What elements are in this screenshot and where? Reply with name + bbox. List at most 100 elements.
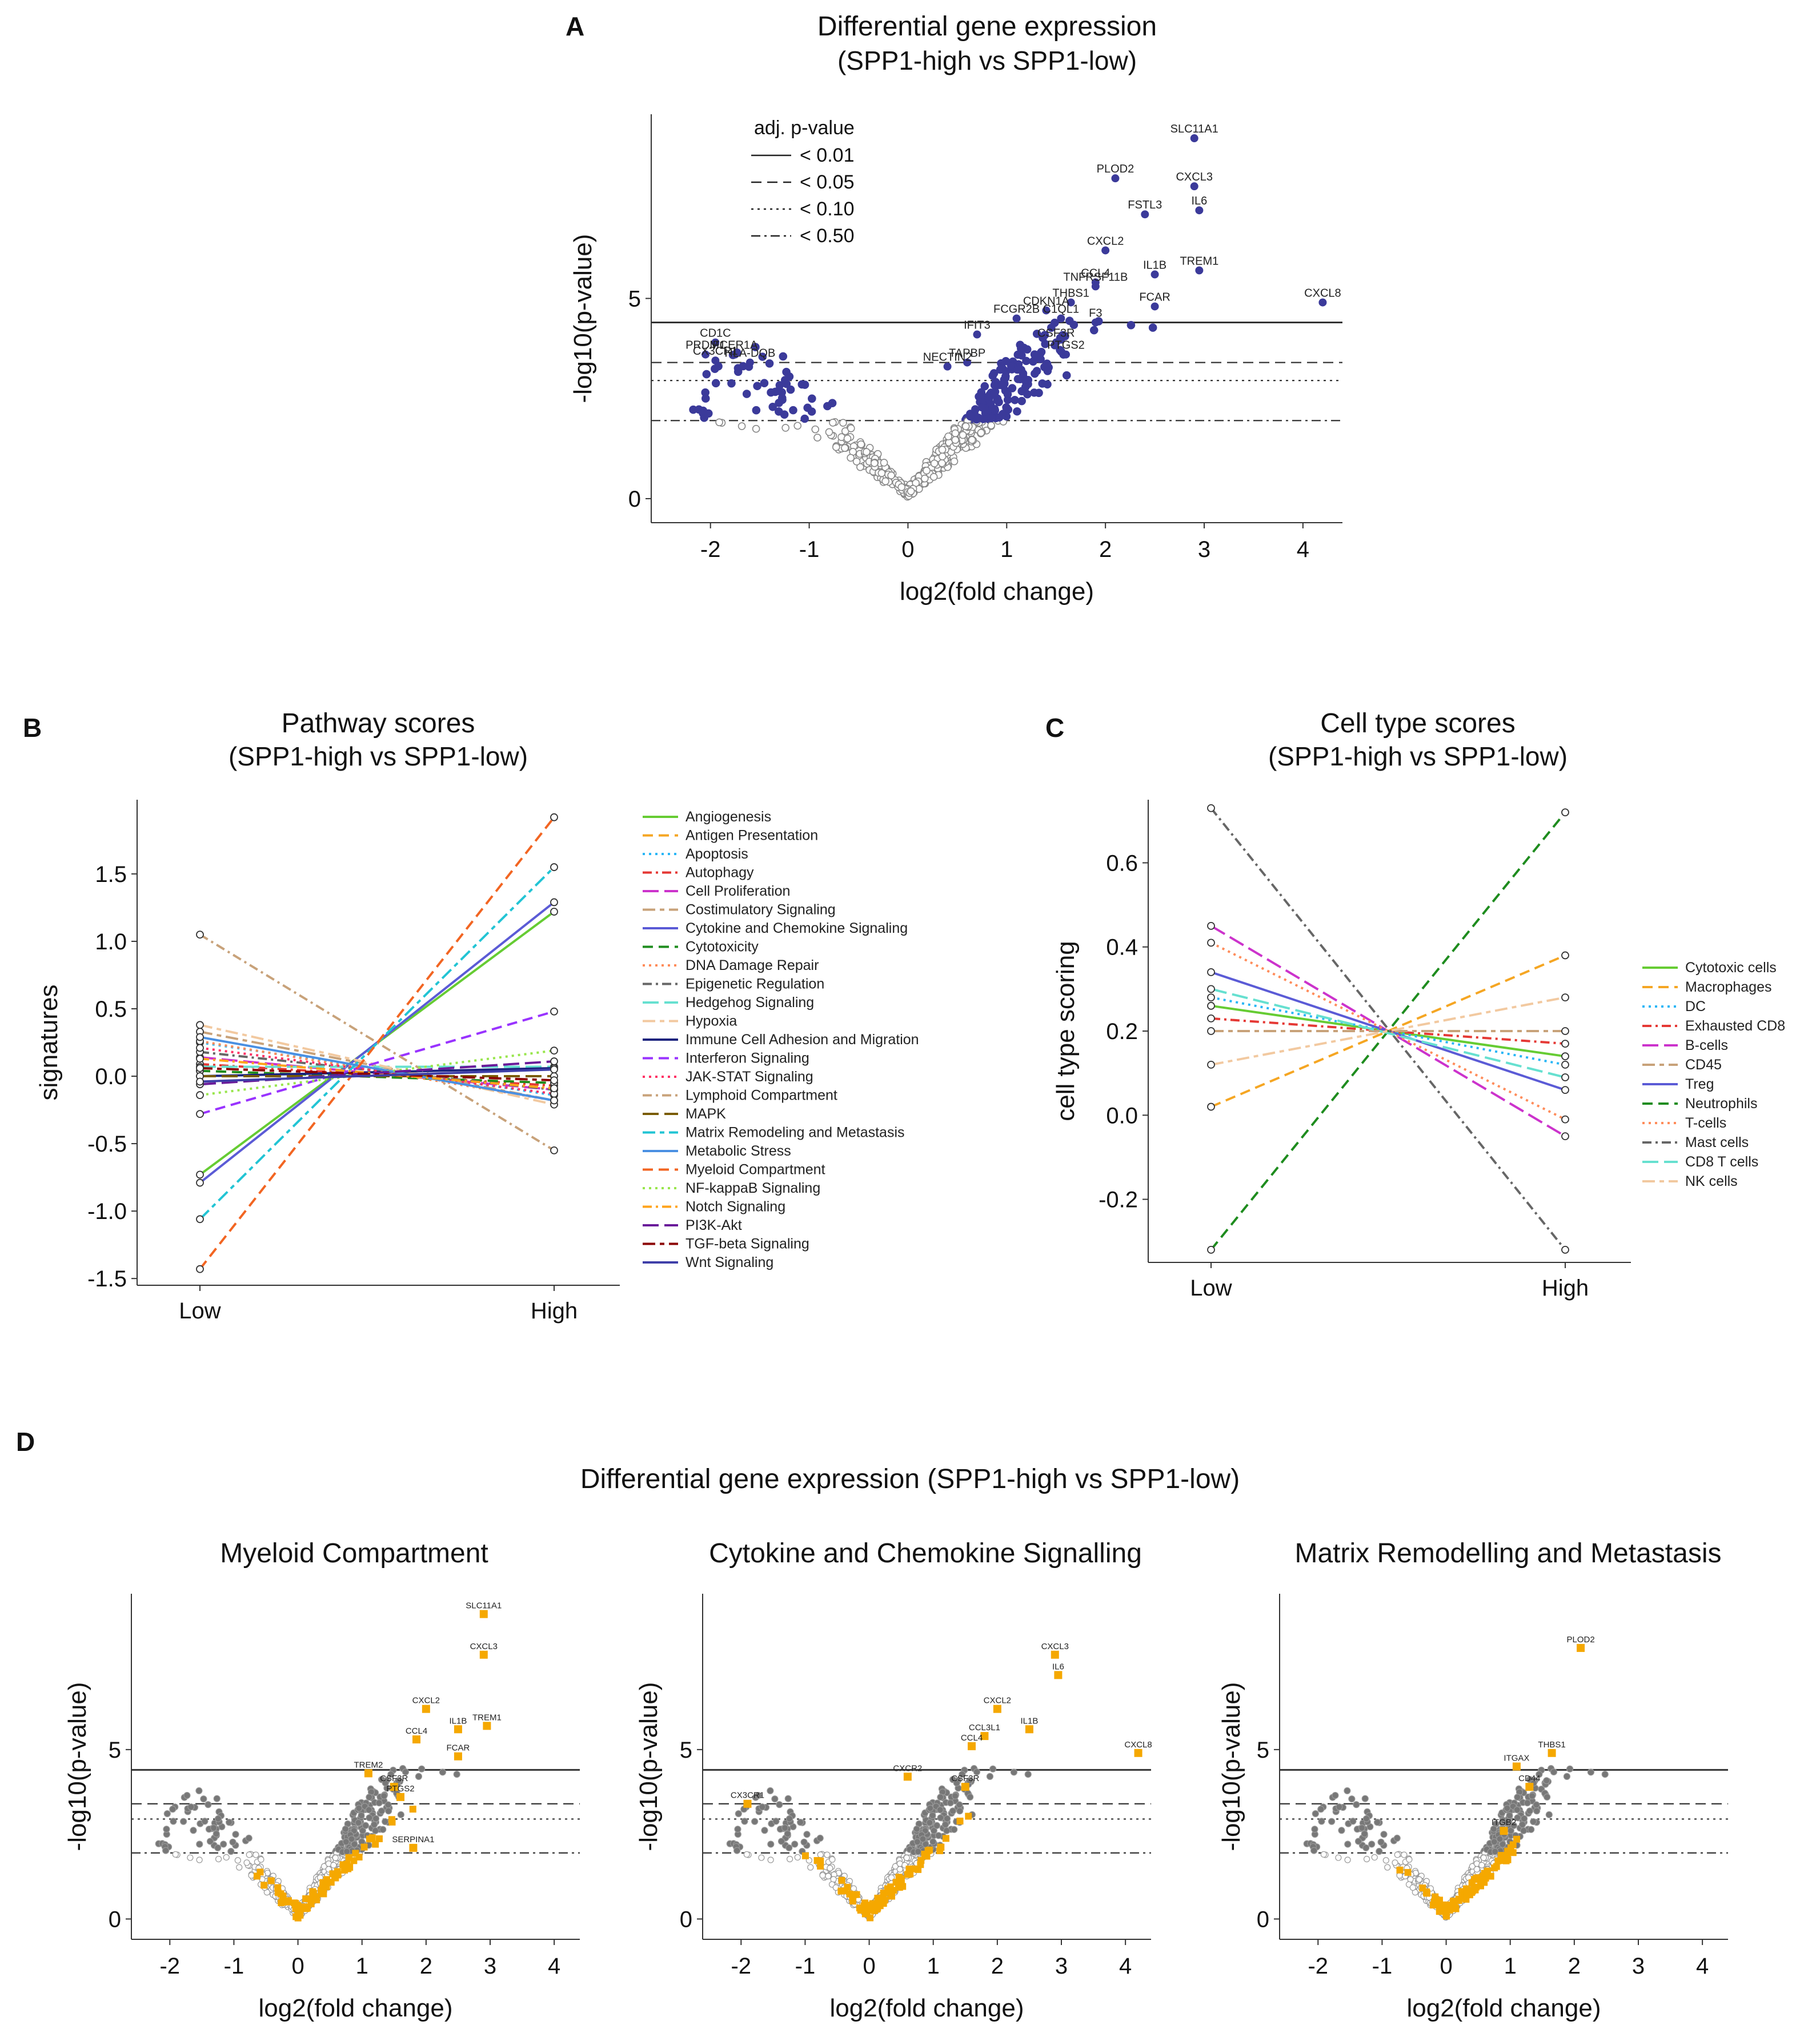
- data-point: [180, 1818, 187, 1825]
- gene-point: [903, 1773, 912, 1781]
- data-point: [402, 1768, 410, 1776]
- data-point: [378, 1807, 386, 1815]
- data-point: [881, 477, 889, 486]
- series-wnt-signaling: [196, 1065, 558, 1086]
- legend-label: Treg: [1685, 1076, 1714, 1092]
- data-point-low: [196, 1110, 204, 1118]
- x-tick-label: 4: [1119, 1954, 1132, 1979]
- x-tick-label: -1: [224, 1954, 244, 1979]
- y-axis-title: -log10(p-value): [1217, 1682, 1245, 1851]
- gene-label: PTGS2: [386, 1784, 414, 1794]
- data-point: [760, 379, 769, 387]
- data-point: [819, 1872, 826, 1879]
- gene-point: [1190, 134, 1198, 143]
- data-point: [1335, 1854, 1342, 1861]
- data-point: [366, 1814, 373, 1822]
- panel-letter-a: A: [566, 11, 584, 41]
- data-point: [793, 422, 802, 430]
- gene-point: [731, 350, 739, 359]
- gene-label: CXCL3: [1041, 1642, 1069, 1651]
- gene-point: [1025, 1725, 1033, 1734]
- gene-label: CXCL3: [1176, 171, 1212, 183]
- y-tick-label: 0.0: [1106, 1103, 1138, 1128]
- data-point: [767, 1787, 774, 1794]
- data-point: [163, 1810, 171, 1818]
- data-point: [943, 1815, 951, 1822]
- data-point: [813, 434, 821, 442]
- data-point: [163, 1826, 170, 1833]
- highlight-point: [937, 1843, 945, 1851]
- data-point-low: [1207, 939, 1215, 947]
- data-point: [978, 403, 987, 412]
- data-point: [797, 1819, 804, 1826]
- gene-label: TNFRSF11B: [1063, 271, 1128, 283]
- data-point: [343, 1848, 351, 1855]
- data-point: [702, 370, 711, 379]
- data-point: [767, 1856, 774, 1863]
- data-point: [907, 487, 915, 495]
- y-axis-title: -log10(p-value): [63, 1682, 91, 1851]
- panel-b-pathway-scores: Pathway scores(SPP1-high vs SPP1-low) 1.5…: [35, 708, 919, 1324]
- data-point: [784, 1795, 792, 1802]
- data-point-high: [550, 1057, 558, 1065]
- data-point: [915, 1848, 922, 1855]
- data-point: [870, 459, 879, 467]
- data-point-low: [196, 1064, 204, 1072]
- highlight-point: [838, 1876, 845, 1884]
- data-point: [997, 363, 1007, 372]
- data-point-high: [1561, 951, 1569, 960]
- data-point: [382, 1818, 389, 1826]
- data-point: [258, 1856, 264, 1863]
- highlight-point: [319, 1890, 327, 1897]
- highlight-point: [888, 1892, 895, 1900]
- data-point: [938, 446, 947, 454]
- legend-label: Myeloid Compartment: [685, 1162, 825, 1178]
- gene-label: CXCL3: [470, 1642, 498, 1651]
- data-point-high: [550, 1065, 558, 1074]
- data-point: [737, 422, 746, 430]
- data-point-high: [550, 908, 558, 916]
- data-point: [903, 1854, 910, 1861]
- data-point: [734, 1826, 741, 1833]
- data-point: [1013, 375, 1023, 383]
- data-point: [387, 1771, 395, 1778]
- data-point: [1492, 1848, 1499, 1855]
- data-point: [348, 1835, 355, 1843]
- data-point: [351, 1840, 358, 1848]
- x-tick-label: 4: [1297, 537, 1309, 562]
- data-point: [355, 1805, 363, 1812]
- highlight-point: [841, 1887, 848, 1894]
- data-point: [921, 474, 929, 483]
- gene-point: [1512, 1762, 1521, 1771]
- legend-label: Hedgehog Signaling: [685, 995, 814, 1011]
- data-point: [1320, 1851, 1327, 1858]
- series-myeloid-compartment: [196, 813, 558, 1273]
- data-point: [825, 428, 833, 436]
- data-point: [977, 388, 986, 397]
- series-line: [199, 866, 555, 1220]
- data-point-low: [196, 1054, 204, 1063]
- gene-label: CXCR2: [893, 1763, 922, 1773]
- data-point: [977, 428, 985, 437]
- data-point: [1328, 1818, 1336, 1825]
- series-matrix-remodeling-and-metastasis: [196, 863, 558, 1224]
- gene-point: [1091, 318, 1100, 327]
- data-point: [1377, 1838, 1385, 1846]
- y-tick-label: -0.5: [87, 1132, 127, 1157]
- data-point: [1361, 1830, 1368, 1838]
- panel-d1-myeloid-volcano: Myeloid Compartment -2 -1 0 1 2 3 4 0 5 log2(fold …: [63, 1538, 580, 2022]
- data-point: [1587, 1769, 1595, 1776]
- data-point: [1043, 359, 1052, 368]
- y-tick-label: 1.5: [95, 862, 127, 887]
- data-point: [1023, 390, 1032, 399]
- highlight-point: [1436, 1908, 1443, 1915]
- gene-label: CCL3L1: [969, 1723, 1000, 1733]
- data-point-high: [550, 898, 558, 907]
- gene-label: SLC11A1: [466, 1601, 502, 1611]
- x-tick-label: 1: [1504, 1954, 1517, 1979]
- data-point: [952, 1792, 959, 1800]
- data-point: [384, 1801, 392, 1809]
- data-point: [1017, 396, 1026, 406]
- gene-label: IL1B: [1020, 1716, 1038, 1726]
- gene-label: CSF3R: [951, 1774, 979, 1783]
